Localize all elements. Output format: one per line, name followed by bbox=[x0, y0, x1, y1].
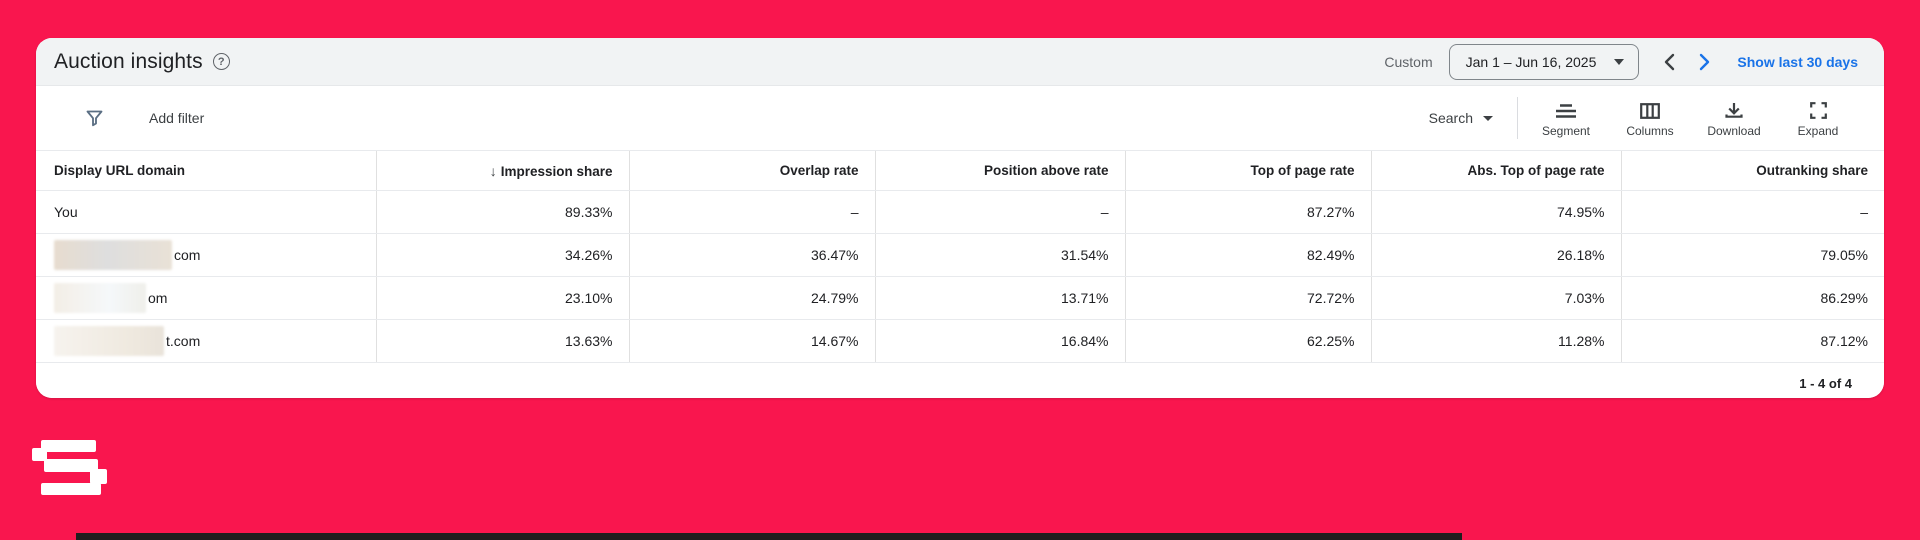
cell-impression-share: 34.26% bbox=[375, 233, 629, 277]
chevron-down-icon bbox=[1614, 58, 1625, 65]
cell-position-above-rate: – bbox=[874, 190, 1125, 234]
cell-outranking-share: 87.12% bbox=[1620, 319, 1884, 363]
columns-button[interactable]: Columns bbox=[1608, 99, 1692, 138]
table-row: t.com 13.63% 14.67% 16.84% 62.25% 11.28%… bbox=[36, 319, 1884, 363]
header-cell-impression-share[interactable]: ↓ Impression share bbox=[375, 150, 629, 191]
chevron-right-icon bbox=[1700, 53, 1710, 70]
columns-icon bbox=[1640, 102, 1660, 119]
cell-domain: om bbox=[36, 276, 376, 320]
previous-period-button[interactable] bbox=[1653, 45, 1687, 79]
table-header-row: Display URL domain ↓ Impression share Ove… bbox=[36, 150, 1884, 191]
download-label: Download bbox=[1707, 124, 1761, 138]
sort-descending-icon: ↓ bbox=[489, 162, 497, 179]
page-title: Auction insights bbox=[54, 49, 203, 73]
search-label: Search bbox=[1428, 110, 1473, 126]
download-icon bbox=[1725, 103, 1743, 118]
cell-overlap-rate: – bbox=[628, 190, 875, 234]
add-filter-button[interactable]: Add filter bbox=[149, 110, 205, 126]
cell-top-of-page-rate: 72.72% bbox=[1124, 276, 1371, 320]
card-titlebar: Auction insights ? Custom Jan 1 – Jun 16… bbox=[36, 38, 1884, 86]
show-last-30-days-link[interactable]: Show last 30 days bbox=[1737, 53, 1858, 70]
cell-abs-top-of-page-rate: 26.18% bbox=[1370, 233, 1621, 277]
segment-button[interactable]: Segment bbox=[1524, 99, 1608, 138]
cell-overlap-rate: 14.67% bbox=[628, 319, 875, 363]
cell-domain: t.com bbox=[36, 319, 376, 363]
cell-outranking-share: – bbox=[1620, 190, 1884, 234]
filter-funnel-icon bbox=[86, 110, 103, 126]
columns-label: Columns bbox=[1626, 123, 1674, 138]
redacted-domain bbox=[54, 283, 146, 313]
cell-position-above-rate: 13.71% bbox=[874, 276, 1125, 320]
segment-icon bbox=[1556, 103, 1576, 118]
cell-impression-share: 89.33% bbox=[375, 190, 629, 234]
brand-s-logo bbox=[32, 440, 107, 495]
cell-abs-top-of-page-rate: 74.95% bbox=[1370, 190, 1621, 234]
cell-overlap-rate: 24.79% bbox=[628, 276, 875, 320]
cell-impression-share: 13.63% bbox=[375, 319, 629, 363]
cell-abs-top-of-page-rate: 11.28% bbox=[1370, 319, 1621, 363]
cell-position-above-rate: 31.54% bbox=[874, 233, 1125, 277]
table-toolbar: Add filter Search Segment bbox=[36, 86, 1884, 150]
cell-top-of-page-rate: 62.25% bbox=[1124, 319, 1371, 363]
download-button[interactable]: Download bbox=[1692, 98, 1776, 138]
help-icon[interactable]: ? bbox=[212, 53, 230, 70]
next-period-button[interactable] bbox=[1687, 45, 1721, 79]
toolbar-divider bbox=[1517, 97, 1518, 139]
auction-insights-table: Display URL domain ↓ Impression share Ove… bbox=[36, 150, 1884, 363]
date-range-value: Jan 1 – Jun 16, 2025 bbox=[1465, 53, 1597, 70]
header-cell-outranking-share[interactable]: Outranking share bbox=[1620, 150, 1884, 191]
header-cell-display-url-domain[interactable]: Display URL domain bbox=[36, 150, 376, 191]
header-cell-overlap-rate[interactable]: Overlap rate bbox=[628, 150, 875, 191]
date-controls: Custom Jan 1 – Jun 16, 2025 Show last 30… bbox=[1384, 43, 1858, 80]
filter-button[interactable] bbox=[84, 108, 105, 129]
header-cell-position-above-rate[interactable]: Position above rate bbox=[874, 150, 1125, 191]
cell-domain: com bbox=[36, 233, 376, 277]
expand-icon bbox=[1809, 102, 1827, 119]
chevron-left-icon bbox=[1665, 53, 1675, 70]
search-button[interactable]: Search bbox=[1407, 110, 1515, 126]
redacted-domain bbox=[54, 240, 172, 270]
redacted-domain bbox=[54, 326, 164, 356]
date-mode-label: Custom bbox=[1384, 53, 1433, 70]
cell-abs-top-of-page-rate: 7.03% bbox=[1370, 276, 1621, 320]
toolbar-right-group: Search Segment Columns bbox=[1407, 97, 1860, 139]
chevron-down-icon bbox=[1483, 115, 1493, 121]
cell-top-of-page-rate: 87.27% bbox=[1124, 190, 1371, 234]
pagination-bar: 1 - 4 of 4 bbox=[36, 363, 1884, 398]
segment-label: Segment bbox=[1541, 123, 1591, 138]
cell-domain: You bbox=[36, 190, 376, 234]
table-row: You 89.33% – – 87.27% 74.95% – bbox=[36, 190, 1884, 234]
cell-impression-share: 23.10% bbox=[375, 276, 629, 320]
window-edge bbox=[76, 533, 1462, 540]
cell-position-above-rate: 16.84% bbox=[874, 319, 1125, 363]
expand-label: Expand bbox=[1797, 124, 1839, 138]
table-row: om 23.10% 24.79% 13.71% 72.72% 7.03% 86.… bbox=[36, 276, 1884, 320]
cell-outranking-share: 86.29% bbox=[1620, 276, 1884, 320]
pagination-range: 1 - 4 of 4 bbox=[1799, 375, 1852, 391]
expand-button[interactable]: Expand bbox=[1776, 98, 1860, 138]
cell-overlap-rate: 36.47% bbox=[628, 233, 875, 277]
auction-insights-card: Auction insights ? Custom Jan 1 – Jun 16… bbox=[36, 38, 1884, 398]
cell-top-of-page-rate: 82.49% bbox=[1124, 233, 1371, 277]
date-range-selector[interactable]: Jan 1 – Jun 16, 2025 bbox=[1448, 43, 1640, 80]
header-cell-abs-top-of-page-rate[interactable]: Abs. Top of page rate bbox=[1370, 150, 1621, 191]
header-cell-top-of-page-rate[interactable]: Top of page rate bbox=[1124, 150, 1371, 191]
cell-outranking-share: 79.05% bbox=[1620, 233, 1884, 277]
table-row: com 34.26% 36.47% 31.54% 82.49% 26.18% 7… bbox=[36, 233, 1884, 277]
